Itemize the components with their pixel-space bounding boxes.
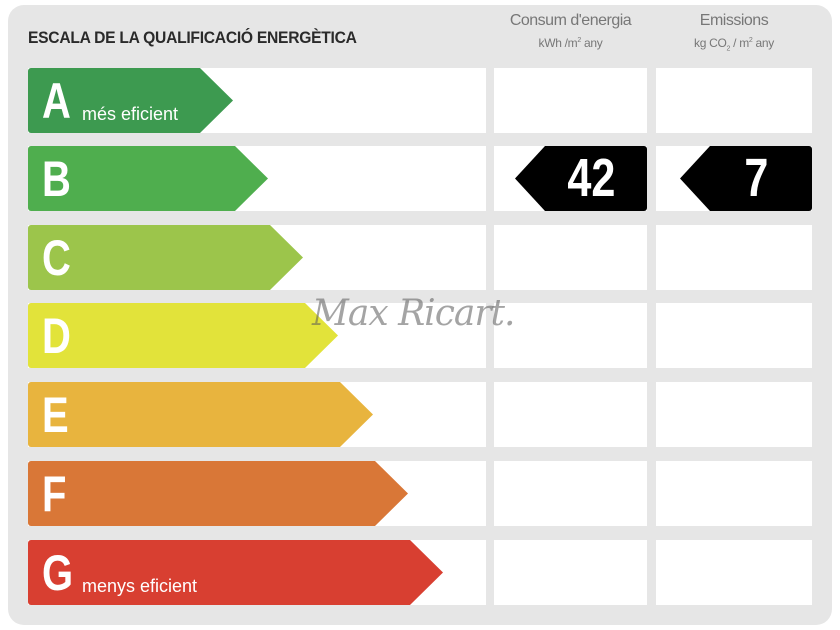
rating-arrow-a: A més eficient	[28, 68, 233, 133]
rating-arrow-f: F	[28, 461, 408, 526]
label-title: ESCALA DE LA QUALIFICACIÓ ENERGÈTICA	[28, 28, 357, 47]
rating-arrow-d: D	[28, 303, 338, 368]
rating-row-c: C	[0, 225, 840, 290]
consumption-cell	[494, 540, 647, 605]
rating-row-d: D	[0, 303, 840, 368]
rating-caption: més eficient	[82, 104, 179, 124]
rating-letter: C	[42, 230, 71, 286]
emissions-cell	[656, 68, 812, 133]
consumption-column-header: Consum d'energia kWh /m2 any	[494, 12, 647, 50]
rating-letter: G	[42, 545, 74, 601]
rating-caption: menys eficient	[82, 576, 198, 596]
consumption-title: Consum d'energia	[509, 12, 632, 29]
rating-letter: B	[42, 151, 71, 207]
emissions-cell	[656, 382, 812, 447]
emissions-cell	[656, 303, 812, 368]
rating-arrow-g: G menys eficient	[28, 540, 443, 605]
emissions-cell	[656, 461, 812, 526]
rating-letter: F	[42, 466, 67, 522]
emissions-column-header: Emissions kg CO2 / m2 any	[656, 12, 812, 52]
consumption-cell	[494, 303, 647, 368]
rating-row-b: B 42 7	[0, 146, 840, 211]
consumption-cell	[494, 225, 647, 290]
emissions-unit: kg CO2 / m2 any	[694, 36, 774, 53]
rating-row-a: A més eficient	[0, 68, 840, 133]
rating-arrow-b: B	[28, 146, 268, 211]
rating-row-e: E	[0, 382, 840, 447]
rating-row-g: G menys eficient	[0, 540, 840, 605]
rating-letter: D	[42, 308, 71, 364]
consumption-cell	[494, 382, 647, 447]
consumption-cell	[494, 68, 647, 133]
consumption-cell	[494, 461, 647, 526]
emissions-title: Emissions	[699, 12, 769, 29]
rating-arrow-c: C	[28, 225, 303, 290]
emissions-cell	[656, 540, 812, 605]
rating-letter: A	[42, 73, 71, 129]
consumption-value-badge: 42	[515, 146, 647, 211]
rating-arrow-e: E	[28, 382, 373, 447]
emissions-cell	[656, 225, 812, 290]
rating-letter: E	[42, 387, 69, 443]
emissions-value-badge: 7	[680, 146, 812, 211]
consumption-unit: kWh /m2 any	[538, 36, 603, 50]
rating-row-f: F	[0, 461, 840, 526]
